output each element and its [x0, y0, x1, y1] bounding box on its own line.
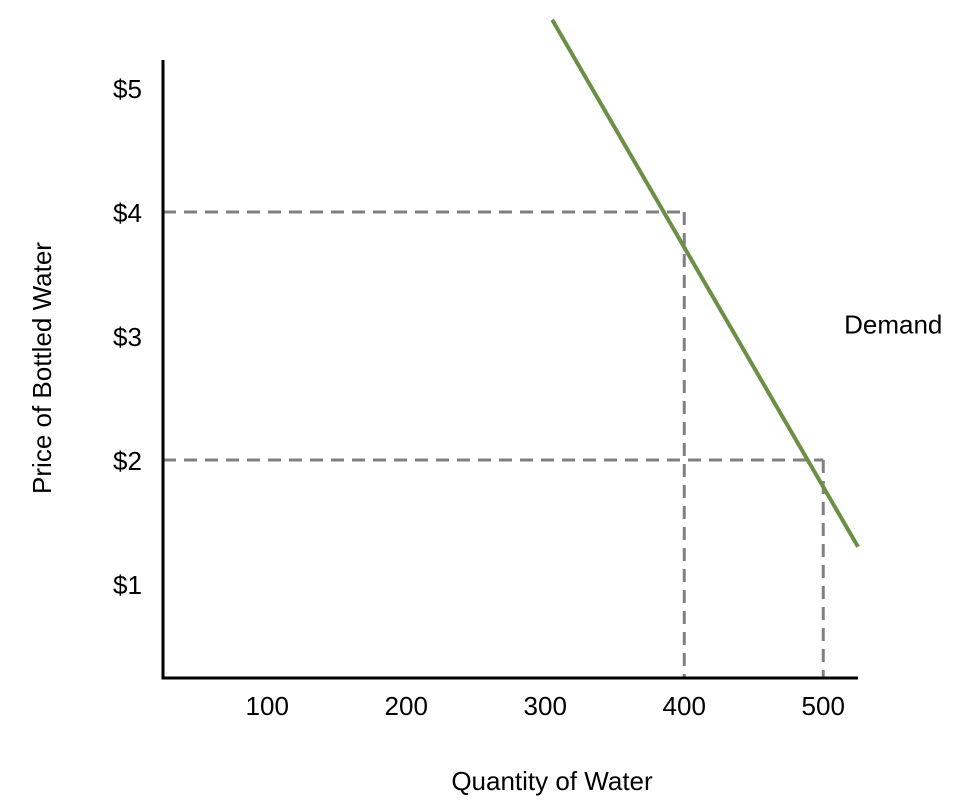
y-tick-label: $4: [113, 198, 142, 228]
y-tick-label: $3: [113, 322, 142, 352]
series-layer: [550, 18, 860, 548]
y-tick-label: $1: [113, 570, 142, 600]
demand-line: [550, 18, 860, 548]
x-axis-title: Quantity of Water: [451, 766, 653, 796]
x-tick-labels: 100 200 300 400 500: [246, 691, 845, 721]
axes: [161, 60, 858, 680]
y-tick-labels: $1 $2 $3 $4 $5: [113, 74, 142, 600]
annotations: Demand: [844, 310, 942, 340]
x-tick-label: 100: [246, 691, 289, 721]
x-tick-label: 400: [663, 691, 706, 721]
y-tick-label: $2: [113, 446, 142, 476]
y-tick-label: $5: [113, 74, 142, 104]
x-tick-label: 300: [524, 691, 567, 721]
x-tick-label: 200: [385, 691, 428, 721]
y-axis-title: Price of Bottled Water: [27, 242, 57, 494]
x-tick-label: 500: [802, 691, 845, 721]
reference-lines: [163, 210, 825, 678]
demand-label: Demand: [844, 310, 942, 340]
